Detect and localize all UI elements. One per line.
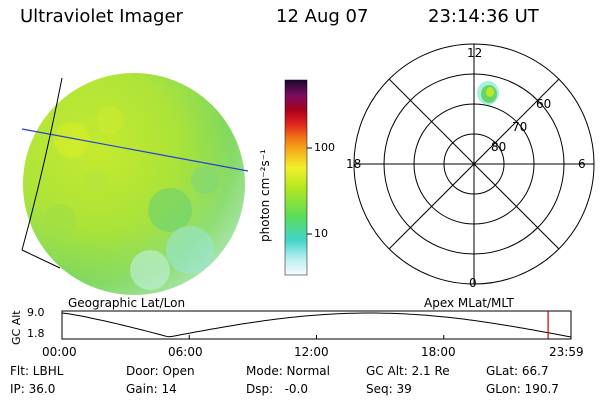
earth-disk-image (23, 73, 245, 295)
timeline-y-tick-high: 9.0 (27, 306, 45, 319)
polar-plot (353, 43, 595, 285)
geo-longitude-line (21, 77, 63, 251)
colorbar-tick-label-10: 10 (314, 227, 328, 240)
info-gc-alt: GC Alt: 2.1 Re (366, 364, 450, 378)
info-filter: Flt: LBHL (10, 364, 64, 378)
observation-date: 12 Aug 07 (276, 6, 369, 27)
info-door: Door: Open (126, 364, 195, 378)
timeline-y-axis-label: GC Alt (10, 310, 23, 345)
mlat-label-70: 70 (512, 120, 528, 134)
colorbar-tick-label-100: 100 (314, 141, 335, 154)
info-glon: GLon: 190.7 (486, 382, 559, 396)
geo-edge-line (21, 249, 61, 269)
timeline-left-title: Geographic Lat/Lon (68, 296, 186, 310)
timeline-x-tick-0000: 00:00 (42, 345, 77, 359)
info-seq: Seq: 39 (366, 382, 412, 396)
observation-time: 23:14:36 UT (428, 6, 539, 27)
mlt-label-12: 12 (467, 46, 483, 60)
gc-alt-track (61, 312, 572, 338)
mlt-label-6: 6 (578, 157, 586, 171)
colorbar (284, 79, 308, 276)
polar-axis-diagonal-2 (388, 78, 560, 250)
timeline-y-tick-low: 1.8 (27, 327, 45, 340)
timeline-x-tick-2359: 23:59 (549, 345, 584, 359)
mlt-label-18: 18 (346, 157, 362, 171)
mlat-label-80: 80 (491, 140, 507, 154)
timeline-x-tick-1200: 12:00 (294, 345, 329, 359)
timeline-tick-marks (61, 335, 572, 339)
mlat-label-60: 60 (536, 97, 552, 111)
info-dsp: Dsp: -0.0 (246, 382, 309, 396)
timeline-right-title: Apex MLat/MLT (424, 296, 514, 310)
info-ip: IP: 36.0 (10, 382, 56, 396)
info-mode: Mode: Normal (246, 364, 330, 378)
aurora-spot (477, 81, 499, 105)
timeline-x-tick-0600: 06:00 (168, 345, 203, 359)
info-gain: Gain: 14 (126, 382, 177, 396)
timeline-x-tick-1800: 18:00 (421, 345, 456, 359)
geo-latitude-line (21, 128, 249, 172)
colorbar-unit-label: photon cm⁻²s⁻¹ (258, 149, 272, 242)
mlt-label-0: 0 (469, 276, 477, 290)
instrument-title: Ultraviolet Imager (20, 6, 183, 27)
info-glat: GLat: 66.7 (486, 364, 549, 378)
